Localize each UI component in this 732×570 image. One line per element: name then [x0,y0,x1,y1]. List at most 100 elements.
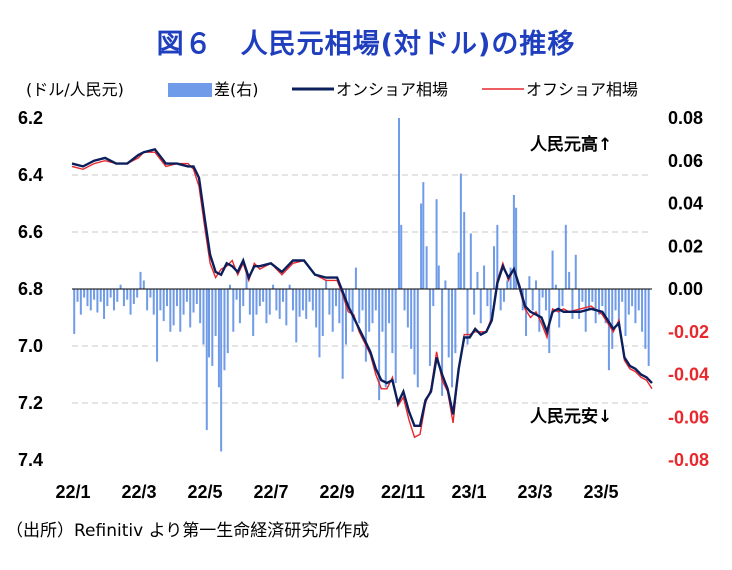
diff-bar [282,289,285,302]
diff-bar [341,289,344,379]
x-axis: 22/1 22/3 22/5 22/7 22/9 22/11 23/1 23/3 23/5 [55,482,618,502]
diff-bar [489,289,492,324]
right-tick-label: 0.02 [668,236,703,256]
legend-onshore-label: オンショア相場 [336,80,448,99]
diff-bar [416,289,419,388]
diff-bar [361,289,364,311]
diff-bars [73,118,650,452]
diff-bar [588,289,591,311]
annotation-yuan-weaker: 人民元安↓ [530,406,612,427]
diff-bar [437,265,440,289]
diff-bar [328,289,331,315]
diff-bar [268,289,271,315]
diff-bar [384,289,387,388]
right-tick-label: 0.00 [668,279,703,299]
diff-bar [132,289,135,304]
diff-bar [79,289,82,315]
diff-bar [447,289,450,358]
diff-bar [400,224,403,289]
diff-bar [571,289,574,319]
diff-bar [611,289,614,349]
left-tick-label: 7.4 [18,450,43,470]
diff-bar [262,289,265,302]
diff-bar [591,289,594,302]
diff-bar [473,289,476,315]
diff-bar [647,289,650,366]
diff-bar [607,289,610,371]
diff-bar [179,289,182,332]
source-note: （出所）Refinitiv より第一生命経済研究所作成 [6,521,370,541]
diff-bar [166,289,169,307]
diff-bar [368,289,371,332]
diff-bar [245,269,248,289]
diff-bar [410,289,413,349]
diff-bar [96,289,99,313]
diff-bar [235,289,238,300]
diff-bar [381,289,384,332]
legend-diff-swatch [168,83,212,97]
diff-bar [93,289,96,300]
diff-bar [509,267,512,289]
diff-bar [413,289,416,375]
diff-bar [305,289,308,319]
diff-bar [119,284,122,289]
legend-diff-label: 差(右) [214,80,259,99]
diff-bar [614,289,617,311]
diff-bar [315,289,318,328]
right-axis: 0.08 0.06 0.04 0.02 0.00 -0.02 -0.04 -0.06 -0.08 [668,108,709,470]
diff-bar [272,284,275,289]
diff-bar [220,289,223,452]
diff-bar [398,118,401,289]
diff-bar [185,289,188,302]
diff-bar [351,289,354,332]
diff-bar [554,284,557,289]
legend-offshore-label: オフショア相場 [526,80,638,99]
diff-bar [129,289,132,315]
diff-bar [242,289,245,307]
diff-bar [199,289,202,324]
diff-bar [528,276,531,289]
diff-bar [321,289,324,337]
diff-bar [255,289,258,315]
diff-bar [422,182,425,289]
diff-bar [544,289,547,311]
annotation-yuan-stronger: 人民元高↑ [530,134,612,155]
diff-bar [394,289,397,384]
diff-bar [391,289,394,354]
diff-bar [538,289,541,332]
diff-bar [459,173,462,289]
diff-bar [466,289,469,345]
diff-bar [631,289,634,307]
diff-bar [348,289,351,311]
x-tick-label: 22/1 [55,482,90,502]
diff-bar [454,289,457,354]
diff-bar [291,289,294,311]
diff-bar [106,289,109,307]
diff-bar [195,289,198,304]
diff-bar [103,289,106,319]
diff-bar [252,289,255,337]
diff-bar [311,289,314,311]
diff-bar [541,289,544,298]
diff-bar [476,271,479,289]
right-tick-label: 0.08 [668,108,703,128]
diff-bar [192,289,195,313]
diff-bar [535,280,537,289]
diff-bar [139,271,142,289]
diff-bar [338,289,341,324]
diff-bar [214,289,217,337]
diff-bar [594,289,597,324]
diff-bar [89,289,92,311]
diff-bar [278,289,281,319]
diff-bar [617,289,620,328]
x-tick-label: 22/7 [253,482,288,502]
left-tick-label: 6.2 [18,108,43,128]
diff-bar [502,289,505,302]
diff-bar [515,207,518,289]
diff-bar [275,289,278,311]
diff-bar [205,289,208,431]
right-tick-label: 0.06 [668,151,703,171]
diff-bar [624,289,627,337]
diff-bar [601,289,604,307]
